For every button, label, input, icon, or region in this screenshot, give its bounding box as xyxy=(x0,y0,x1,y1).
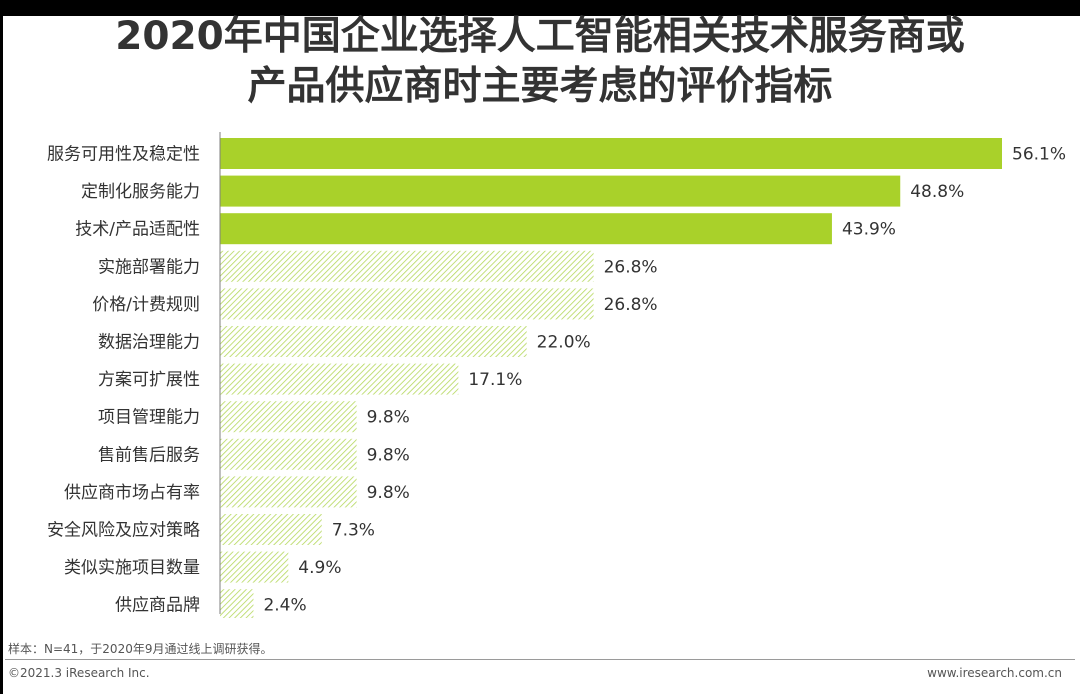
sample-footnote: 样本：N=41，于2020年9月通过线上调研获得。 xyxy=(8,642,273,656)
bar-3 xyxy=(220,213,832,245)
left-black-edge xyxy=(0,0,3,694)
value-label-8: 9.8% xyxy=(367,408,410,428)
category-label-6: 数据治理能力 xyxy=(98,333,200,353)
website-link: www.iresearch.com.cn xyxy=(927,666,1062,680)
value-label-12: 4.9% xyxy=(298,558,341,578)
value-label-6: 22.0% xyxy=(537,333,591,353)
value-label-11: 7.3% xyxy=(332,521,375,541)
category-label-5: 价格/计费规则 xyxy=(92,295,200,315)
top-black-bar xyxy=(0,0,1080,16)
bar-8 xyxy=(220,401,357,433)
chart-title-line-2: 产品供应商时主要考虑的评价指标 xyxy=(247,64,833,109)
bar-2 xyxy=(220,175,901,207)
category-label-12: 类似实施项目数量 xyxy=(64,558,200,578)
category-label-8: 项目管理能力 xyxy=(98,408,200,428)
value-label-2: 48.8% xyxy=(910,182,964,202)
chart-title-line-1: 2020年中国企业选择人工智能相关技术服务商或 xyxy=(115,14,965,59)
category-label-13: 供应商品牌 xyxy=(115,596,200,616)
category-label-2: 定制化服务能力 xyxy=(81,182,200,202)
bar-10 xyxy=(220,476,357,508)
category-label-11: 安全风险及应对策略 xyxy=(47,521,200,541)
bar-11 xyxy=(220,514,322,545)
value-label-9: 9.8% xyxy=(367,445,410,465)
copyright-text: ©2021.3 iResearch Inc. xyxy=(8,666,150,680)
value-label-3: 43.9% xyxy=(842,220,896,240)
bar-chart: 服务可用性及稳定性 56.1% 定制化服务能力 48.8% 技术/产品适配性 43.9% 实… xyxy=(47,132,1066,618)
bar-7 xyxy=(220,363,459,395)
category-label-3: 技术/产品适配性 xyxy=(75,220,200,240)
value-label-7: 17.1% xyxy=(468,370,522,390)
value-label-5: 26.8% xyxy=(604,295,658,315)
chart-title: 2020年中国企业选择人工智能相关技术服务商或 产品供应商时主要考虑的评价指标 xyxy=(0,12,1080,112)
bar-4 xyxy=(220,250,594,282)
category-label-9: 售前售后服务 xyxy=(98,445,200,465)
category-label-1: 服务可用性及稳定性 xyxy=(47,145,200,165)
footer-divider xyxy=(5,659,1075,660)
category-label-7: 方案可扩展性 xyxy=(98,370,200,390)
bar-6 xyxy=(220,326,527,357)
value-label-4: 26.8% xyxy=(604,257,658,277)
value-label-1: 56.1% xyxy=(1012,145,1066,165)
bar-9 xyxy=(220,438,357,470)
value-label-10: 9.8% xyxy=(367,483,410,503)
bar-12 xyxy=(220,551,289,583)
value-label-13: 2.4% xyxy=(263,596,306,616)
bar-1 xyxy=(220,138,1002,169)
category-label-10: 供应商市场占有率 xyxy=(64,483,200,503)
bar-13 xyxy=(220,589,254,618)
bar-5 xyxy=(220,288,594,320)
category-label-4: 实施部署能力 xyxy=(98,257,200,277)
bars-group: 服务可用性及稳定性 56.1% 定制化服务能力 48.8% 技术/产品适配性 43.9% 实… xyxy=(47,138,1066,618)
